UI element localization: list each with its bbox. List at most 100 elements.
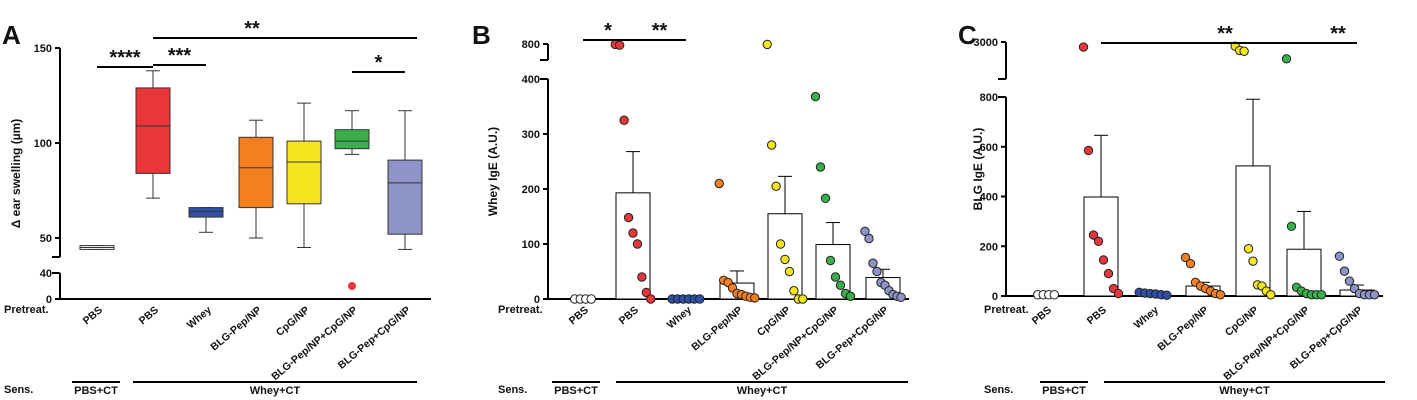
sens-row-label: Sens.: [984, 384, 1013, 396]
box-2: [188, 207, 224, 218]
data-point: [1113, 288, 1124, 299]
x-category-label: PBS: [1030, 304, 1054, 327]
data-point: [714, 178, 724, 189]
data-point: [1316, 290, 1327, 300]
y-tick-label: 0: [46, 294, 52, 306]
y-tick-label: 300: [522, 129, 540, 141]
data-point: [646, 294, 656, 304]
significance-label: ****: [109, 47, 140, 69]
x-category-label: CpG/NP: [755, 304, 793, 339]
y-tick-label: 150: [34, 43, 52, 55]
x-category-label: Whey: [185, 304, 214, 331]
x-category-label: Whey: [665, 304, 694, 331]
sens-group-label: PBS+CT: [74, 385, 118, 397]
x-category-label: PBS: [567, 304, 591, 327]
data-point: [1215, 290, 1226, 300]
data-point: [1103, 268, 1114, 279]
data-point: [1339, 266, 1350, 276]
data-point: [614, 40, 625, 50]
data-point: [1334, 251, 1345, 261]
data-point: [845, 291, 856, 301]
data-point: [628, 228, 638, 238]
data-point: [695, 294, 705, 304]
data-point: [835, 280, 846, 290]
y-tick-label: 0: [992, 291, 998, 303]
outlier-point: [348, 282, 356, 290]
bar-1: [615, 192, 651, 300]
box-5: [334, 129, 370, 150]
box-6: [387, 159, 423, 235]
data-point: [815, 162, 826, 172]
data-point: [868, 258, 878, 268]
data-point: [1243, 244, 1254, 254]
data-point: [896, 292, 906, 303]
data-point: [619, 115, 629, 125]
pretreat-row-label: Pretreat.: [498, 304, 543, 316]
y-axis-label: Whey IgE (A.U.): [486, 127, 500, 216]
significance-label: *: [604, 20, 612, 42]
data-point: [1093, 236, 1104, 246]
data-point: [830, 272, 841, 282]
sens-group-label: PBS+CT: [1042, 385, 1086, 397]
sens-group-label: Whey+CT: [737, 385, 788, 397]
panel-letter-A: A: [2, 20, 21, 50]
panel-letter-B: B: [472, 20, 491, 50]
data-point: [1286, 221, 1297, 232]
sens-group-label: Whey+CT: [250, 385, 301, 397]
x-category-label: BLG-Pep/NP+CpG/NP: [269, 304, 360, 383]
data-point: [860, 226, 870, 237]
data-point: [1266, 290, 1276, 300]
data-point: [1162, 290, 1172, 300]
box-3: [238, 136, 274, 209]
significance-label: **: [1217, 23, 1233, 45]
box-1: [135, 87, 171, 174]
x-category-label: Whey: [1132, 304, 1161, 331]
data-point: [798, 294, 808, 304]
sens-row-label: Sens.: [4, 384, 33, 396]
significance-label: **: [1330, 23, 1346, 45]
data-point: [784, 266, 795, 277]
panel-letter-C: C: [958, 20, 977, 50]
data-point: [1049, 290, 1059, 300]
data-point: [1369, 290, 1380, 300]
data-point: [1083, 145, 1094, 156]
data-point: [1180, 252, 1191, 263]
y-axis-label: BLG IgE (A.U.): [971, 128, 985, 211]
x-category-label: BLG-Pep/NP: [208, 304, 264, 353]
x-category-label: PBS: [137, 304, 161, 327]
y-tick-label: 0: [534, 294, 540, 306]
y-tick-label: 200: [980, 241, 998, 253]
y-tick-label: 800: [522, 39, 540, 51]
data-point: [586, 294, 596, 304]
y-tick-label: 600: [980, 142, 998, 154]
data-point: [1239, 46, 1249, 56]
x-category-label: BLG-Pep/NP+CpG/NP: [750, 304, 841, 383]
y-tick-label: 800: [980, 92, 998, 104]
data-point: [775, 239, 786, 249]
sens-group-label: PBS+CT: [554, 385, 598, 397]
data-point: [1185, 258, 1196, 269]
data-point: [789, 286, 799, 296]
x-category-label: BLG-Pep/NP+CpG/NP: [1221, 304, 1312, 383]
y-tick-label: 50: [40, 233, 52, 245]
data-point: [1344, 276, 1355, 286]
bar-4: [1235, 165, 1271, 297]
significance-label: ***: [168, 45, 192, 67]
data-point: [766, 140, 777, 150]
x-category-label: PBS: [81, 304, 105, 327]
significance-label: **: [244, 18, 260, 40]
x-category-label: CpG/NP: [1223, 304, 1261, 339]
x-category-label: BLG-Pep/NP: [689, 304, 745, 353]
y-axis-label: Δ ear swelling (µm): [9, 119, 23, 229]
pretreat-row-label: Pretreat.: [984, 304, 1029, 316]
y-tick-label: 40: [40, 268, 52, 280]
pretreat-row-label: Pretreat.: [4, 304, 49, 316]
sens-group-label: Whey+CT: [1219, 385, 1270, 397]
sens-row-label: Sens.: [498, 384, 527, 396]
y-tick-label: 3000: [974, 37, 998, 49]
data-point: [864, 233, 874, 244]
x-category-label: BLG-Pep/NP: [1155, 304, 1211, 353]
y-tick-label: 100: [34, 138, 52, 150]
bar-1: [1083, 196, 1119, 297]
